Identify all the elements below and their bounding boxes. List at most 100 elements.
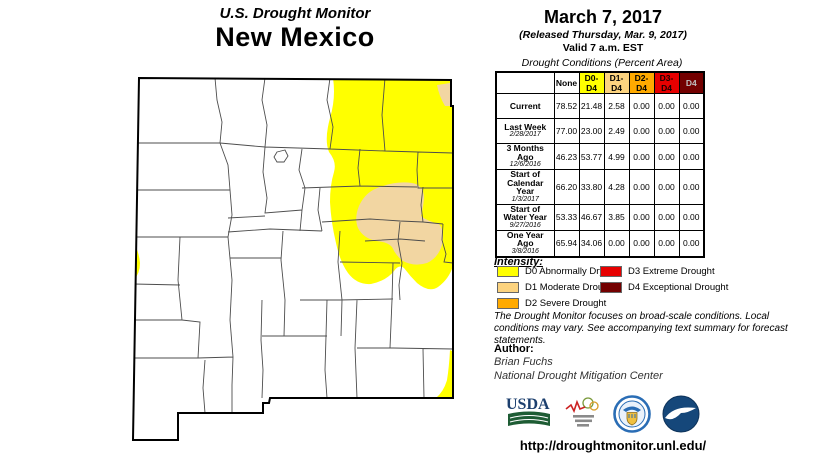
row-label: Last Week 2/28/2017	[495, 118, 555, 144]
author-heading: Author:	[494, 343, 534, 355]
d0-southeast-sliver	[436, 350, 453, 398]
legend-item-d3: D3 Extreme Drought	[600, 266, 728, 277]
drought-monitor-url: http://droughtmonitor.unl.edu/	[519, 438, 707, 453]
col-d2d4: D2-D4	[628, 71, 655, 94]
d1-northeast-sliver	[437, 83, 451, 106]
released-line: (Released Thursday, Mar. 9, 2017)	[519, 29, 687, 41]
new-mexico-drought-map	[131, 76, 454, 441]
row-sub-date: 1/3/2017	[511, 195, 539, 203]
table-row: Start of Water Year 9/27/2016 53.33 46.67…	[495, 203, 705, 231]
county-boundaries	[133, 78, 453, 414]
commerce-dept-logo	[613, 395, 651, 433]
cell-value: 34.06	[578, 229, 605, 258]
col-d1d4: D1-D4	[603, 71, 630, 94]
cell-value: 0.00	[603, 229, 630, 258]
legend-item-d4: D4 Exceptional Drought	[600, 282, 728, 293]
table-row: Last Week 2/28/2017 77.00 23.00 2.49 0.00…	[495, 118, 705, 144]
col-none: None	[553, 71, 580, 94]
cell-value: 65.94	[553, 229, 580, 258]
legend-item-d2: D2 Severe Drought	[497, 298, 616, 309]
cell-value: 0.00	[653, 203, 680, 231]
report-date: March 7, 2017	[543, 7, 663, 27]
cell-value: 0.00	[628, 143, 655, 170]
row-label: Start of Calendar Year 1/3/2017	[495, 169, 555, 205]
cell-value: 53.77	[578, 143, 605, 170]
corner-cell	[495, 71, 555, 94]
table-header-row: None D0-D4 D1-D4 D2-D4 D3-D4 D4	[495, 71, 705, 94]
cell-value: 0.00	[678, 169, 705, 205]
cell-value: 0.00	[653, 229, 680, 258]
usdm-title: U.S. Drought Monitor	[219, 5, 371, 22]
table-row: One Year Ago 3/8/2016 65.94 34.06 0.00 0.…	[495, 229, 705, 258]
col-d4: D4	[678, 71, 705, 94]
row-label: Start of Water Year 9/27/2016	[495, 203, 555, 231]
row-sub-date: 9/27/2016	[509, 221, 541, 229]
table-row: 3 Months Ago 12/6/2016 46.23 53.77 4.99 0…	[495, 143, 705, 170]
usda-logo: USDA	[506, 396, 550, 426]
cell-value: 0.00	[628, 229, 655, 258]
row-label: Current	[495, 93, 555, 119]
cell-value: 46.67	[578, 203, 605, 231]
cell-value: 77.00	[553, 118, 580, 144]
row-sub-date: 3/8/2016	[511, 247, 539, 255]
cell-value: 0.00	[628, 93, 655, 119]
cell-value: 0.00	[678, 229, 705, 258]
cell-value: 33.80	[578, 169, 605, 205]
legend-column-left: D0 Abnormally Dry D1 Moderate Drought D2…	[497, 266, 616, 309]
disclaimer-text: The Drought Monitor focuses on broad-sca…	[494, 311, 788, 346]
col-d0d4: D0-D4	[578, 71, 605, 94]
legend-column-right: D3 Extreme Drought D4 Exceptional Drough…	[600, 266, 728, 293]
author-org: National Drought Mitigation Center	[494, 369, 663, 382]
cell-value: 0.00	[628, 169, 655, 205]
d3-swatch	[600, 266, 622, 277]
author-block: Author: Brian Fuchs National Drought Mit…	[494, 343, 663, 383]
d1-swatch	[497, 282, 519, 293]
d2-swatch	[497, 298, 519, 309]
cell-value: 0.00	[678, 203, 705, 231]
cell-value: 0.00	[678, 93, 705, 119]
logo-row: USDA	[505, 395, 700, 433]
svg-text:USDA: USDA	[506, 396, 550, 413]
table-caption: Drought Conditions (Percent Area)	[521, 57, 683, 69]
state-title: New Mexico	[215, 22, 375, 52]
legend-item-d0: D0 Abnormally Dry	[497, 266, 616, 277]
cell-value: 53.33	[553, 203, 580, 231]
table-row: Start of Calendar Year 1/3/2017 66.20 33.…	[495, 169, 705, 205]
cell-value: 0.00	[678, 143, 705, 170]
cell-value: 46.23	[553, 143, 580, 170]
cell-value: 23.00	[578, 118, 605, 144]
valid-line: Valid 7 a.m. EST	[562, 42, 644, 54]
cell-value: 78.52	[553, 93, 580, 119]
state-outline	[131, 76, 454, 441]
cell-value: 66.20	[553, 169, 580, 205]
legend-item-d1: D1 Moderate Drought	[497, 282, 616, 293]
cell-value: 4.99	[603, 143, 630, 170]
cell-value: 2.49	[603, 118, 630, 144]
date-block: March 7, 2017 (Released Thursday, Mar. 9…	[488, 7, 718, 54]
cell-value: 0.00	[678, 118, 705, 144]
row-label: 3 Months Ago 12/6/2016	[495, 143, 555, 170]
col-d3d4: D3-D4	[653, 71, 680, 94]
legend-title: Intensity:	[494, 256, 543, 268]
table-row: Current 78.52 21.48 2.58 0.00 0.00 0.00	[495, 93, 705, 119]
cell-value: 0.00	[653, 169, 680, 205]
cell-value: 3.85	[603, 203, 630, 231]
cell-value: 21.48	[578, 93, 605, 119]
drought-conditions-table: None D0-D4 D1-D4 D2-D4 D3-D4 D4 Current …	[495, 71, 705, 258]
cell-value: 2.58	[603, 93, 630, 119]
cell-value: 0.00	[628, 203, 655, 231]
cell-value: 4.28	[603, 169, 630, 205]
ndmc-logo	[565, 397, 599, 427]
row-sub-date: 12/6/2016	[509, 161, 541, 169]
author-name: Brian Fuchs	[494, 356, 553, 369]
map-title-block: U.S. Drought Monitor New Mexico	[128, 5, 462, 53]
cell-value: 0.00	[628, 118, 655, 144]
cell-value: 0.00	[653, 93, 680, 119]
d0-swatch	[497, 266, 519, 277]
cell-value: 0.00	[653, 143, 680, 170]
row-label: One Year Ago 3/8/2016	[495, 229, 555, 258]
d4-swatch	[600, 282, 622, 293]
row-sub-date: 2/28/2017	[509, 131, 541, 139]
cell-value: 0.00	[653, 118, 680, 144]
